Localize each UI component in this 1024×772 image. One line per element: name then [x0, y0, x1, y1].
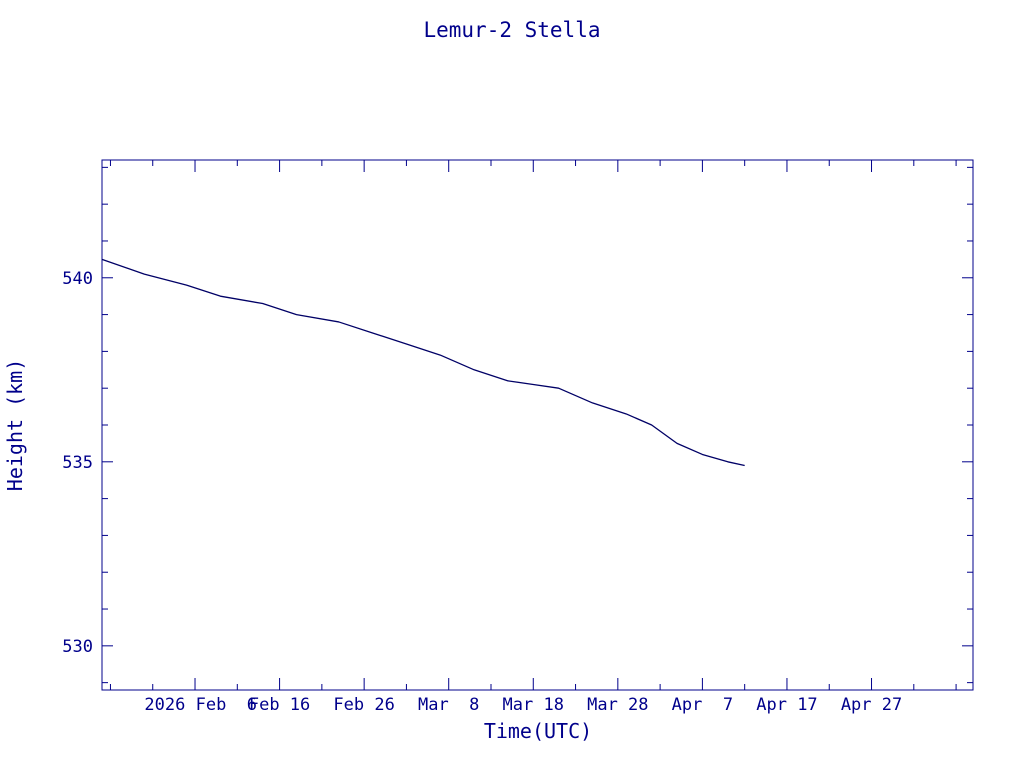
series-line [101, 258, 745, 467]
x-tick-label: Apr 17 [756, 695, 817, 715]
x-tick-label: Mar 28 [587, 695, 648, 715]
chart-title: Lemur-2 Stella [423, 18, 600, 42]
x-tick-label: Mar 18 [503, 695, 564, 715]
x-tick-label: Feb 26 [333, 695, 394, 715]
x-tick-label: Apr 7 [672, 695, 733, 715]
y-axis-label: Height (km) [3, 359, 27, 491]
y-tick-label: 535 [62, 453, 93, 473]
y-tick-label: 540 [62, 269, 93, 289]
series-group [101, 258, 745, 467]
x-tick-label: Feb 16 [249, 695, 310, 715]
x-tick-label: 2026 Feb 6 [144, 695, 257, 715]
y-axis-ticks: 530 535 540 [62, 166, 973, 684]
x-tick-label: Apr 27 [841, 695, 902, 715]
x-axis-label: Time(UTC) [484, 719, 592, 743]
y-tick-label: 530 [62, 637, 93, 657]
x-tick-label: Mar 8 [418, 695, 479, 715]
